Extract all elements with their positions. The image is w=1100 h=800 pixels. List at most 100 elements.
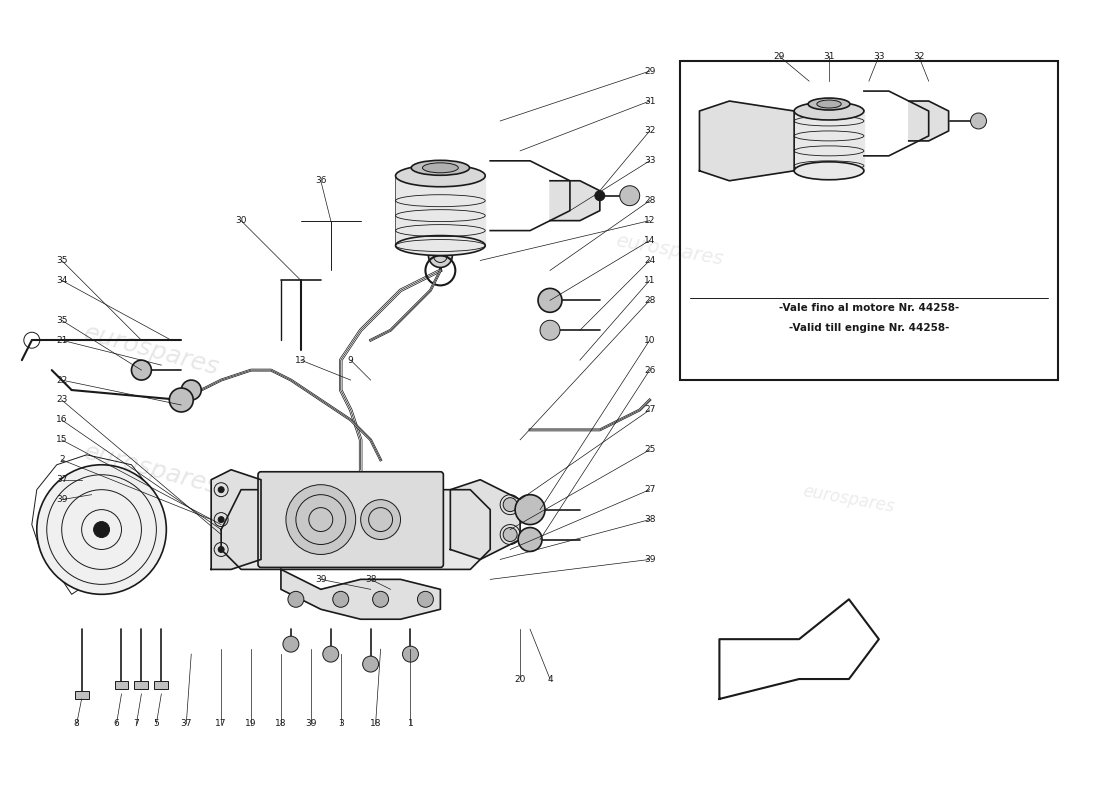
Text: 7: 7: [133, 719, 140, 728]
Text: eurospares: eurospares: [614, 232, 725, 270]
Circle shape: [712, 123, 717, 129]
Text: 19: 19: [245, 719, 256, 728]
Text: 34: 34: [56, 276, 67, 285]
Circle shape: [333, 591, 349, 607]
Bar: [75, 691, 89, 699]
Text: 18: 18: [275, 719, 287, 728]
Text: 18: 18: [370, 719, 382, 728]
Circle shape: [169, 388, 194, 412]
Circle shape: [518, 527, 542, 551]
Text: 28: 28: [644, 196, 656, 205]
Circle shape: [218, 546, 224, 553]
Ellipse shape: [794, 102, 864, 120]
Text: 29: 29: [773, 52, 785, 61]
Text: 35: 35: [56, 256, 67, 265]
Polygon shape: [550, 181, 600, 221]
Circle shape: [595, 190, 605, 201]
Polygon shape: [450, 480, 520, 559]
Text: 24: 24: [644, 256, 656, 265]
Text: 38: 38: [365, 575, 376, 584]
Text: 36: 36: [315, 176, 327, 186]
Text: 25: 25: [644, 446, 656, 454]
Text: 39: 39: [315, 575, 327, 584]
Circle shape: [283, 636, 299, 652]
Ellipse shape: [808, 98, 850, 110]
Ellipse shape: [396, 165, 485, 186]
Text: 31: 31: [644, 97, 656, 106]
Text: 32: 32: [913, 52, 924, 61]
Text: 9: 9: [348, 356, 353, 365]
Text: 28: 28: [644, 296, 656, 305]
Text: 33: 33: [873, 52, 884, 61]
Circle shape: [218, 517, 224, 522]
Circle shape: [503, 498, 517, 512]
Polygon shape: [396, 176, 485, 246]
Circle shape: [540, 320, 560, 340]
Text: 4: 4: [547, 674, 553, 683]
Text: -Vale fino al motore Nr. 44258-: -Vale fino al motore Nr. 44258-: [779, 303, 959, 314]
Text: 20: 20: [515, 674, 526, 683]
Ellipse shape: [411, 160, 470, 175]
Text: 26: 26: [644, 366, 656, 374]
Bar: [114, 681, 129, 689]
Ellipse shape: [422, 163, 459, 173]
Text: 37: 37: [180, 719, 192, 728]
Text: eurospares: eurospares: [80, 321, 222, 380]
Text: 15: 15: [56, 435, 67, 444]
Text: 10: 10: [644, 336, 656, 345]
Circle shape: [619, 186, 640, 206]
Circle shape: [361, 500, 400, 539]
Text: 6: 6: [113, 719, 120, 728]
Circle shape: [503, 527, 517, 542]
Circle shape: [218, 486, 224, 493]
Text: 39: 39: [305, 719, 317, 728]
Circle shape: [322, 646, 339, 662]
Text: 32: 32: [644, 126, 656, 135]
Text: 1: 1: [408, 719, 414, 728]
Text: 23: 23: [56, 395, 67, 405]
Text: 12: 12: [644, 216, 656, 225]
Ellipse shape: [817, 100, 842, 108]
Text: 16: 16: [56, 415, 67, 425]
Text: 27: 27: [644, 485, 656, 494]
Circle shape: [132, 360, 152, 380]
Text: -Valid till engine Nr. 44258-: -Valid till engine Nr. 44258-: [789, 323, 949, 334]
Circle shape: [538, 288, 562, 312]
Circle shape: [428, 243, 452, 267]
Circle shape: [36, 465, 166, 594]
Polygon shape: [221, 490, 491, 570]
Polygon shape: [211, 470, 261, 570]
Circle shape: [418, 591, 433, 607]
Text: 3: 3: [338, 719, 343, 728]
Text: 31: 31: [823, 52, 835, 61]
Polygon shape: [700, 101, 794, 181]
Text: 37: 37: [56, 475, 67, 484]
Text: 22: 22: [56, 375, 67, 385]
Text: 8: 8: [74, 719, 79, 728]
Text: 27: 27: [644, 406, 656, 414]
Text: 35: 35: [56, 316, 67, 325]
Bar: [680, 61, 1058, 380]
Text: 33: 33: [644, 156, 656, 166]
Text: 39: 39: [644, 555, 656, 564]
Text: 39: 39: [56, 495, 67, 504]
Polygon shape: [280, 570, 440, 619]
Text: 2: 2: [59, 455, 65, 464]
Text: 13: 13: [295, 356, 307, 365]
Circle shape: [94, 522, 110, 538]
Circle shape: [373, 591, 388, 607]
Circle shape: [286, 485, 355, 554]
Ellipse shape: [794, 162, 864, 180]
Ellipse shape: [396, 235, 485, 255]
Circle shape: [970, 113, 987, 129]
Circle shape: [515, 494, 544, 525]
Text: 11: 11: [644, 276, 656, 285]
Circle shape: [403, 646, 418, 662]
Text: 14: 14: [644, 236, 656, 245]
Circle shape: [363, 656, 378, 672]
Text: 38: 38: [644, 515, 656, 524]
Text: 5: 5: [154, 719, 160, 728]
Circle shape: [712, 154, 717, 158]
Text: 29: 29: [644, 66, 656, 76]
Text: 30: 30: [235, 216, 246, 225]
